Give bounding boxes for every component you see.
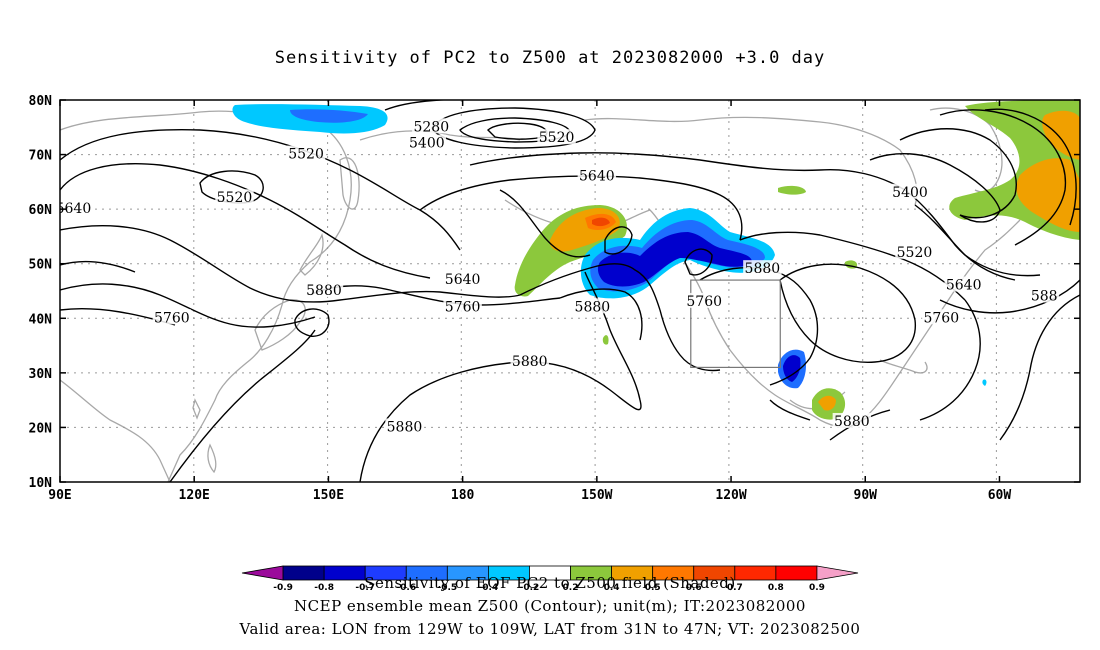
contour-label: 5760 xyxy=(445,299,481,315)
contour-label-bg xyxy=(443,271,482,287)
contour-label-bg xyxy=(577,167,617,183)
contour-label-bg xyxy=(1029,287,1060,303)
colorbar-tick: -0.7 xyxy=(355,583,375,590)
contour-labels: 5280540055205520552056405640564057605760… xyxy=(56,118,1060,435)
contour-label: 5520 xyxy=(897,245,933,261)
contour-label: 5880 xyxy=(387,419,423,435)
contour-label-bg xyxy=(890,183,930,199)
longitude-labels: 90E 120E 150E 180 150W 120W 90W 60W xyxy=(48,488,1011,503)
contour-label-bg xyxy=(922,309,961,325)
colorbar-tick: -0.6 xyxy=(396,583,416,590)
latitude-labels: 80N 70N 60N 50N 40N 30N 20N 10N xyxy=(29,94,53,491)
map-frame xyxy=(59,99,1081,483)
contour-label-bg xyxy=(573,298,612,314)
contour-label-bg xyxy=(895,243,934,259)
colorbar-tick: 0.6 xyxy=(686,583,702,590)
contour-label-bg xyxy=(743,260,782,276)
lon-label: 180 xyxy=(451,488,475,503)
contour-label-bg xyxy=(215,189,254,205)
lat-label: 10N xyxy=(29,476,53,491)
contour-label-bg xyxy=(537,129,576,145)
colorbar-swatch xyxy=(816,565,859,581)
contour-label: 5760 xyxy=(154,310,190,326)
lon-label: 150E xyxy=(313,488,344,503)
colorbar-tick: -0.5 xyxy=(437,583,457,590)
graticule xyxy=(60,100,1080,482)
contour-label: 5520 xyxy=(217,190,253,206)
colorbar-tick: 0.4 xyxy=(604,583,620,590)
contour-label: 588 xyxy=(1031,288,1058,304)
contour-label: 5400 xyxy=(892,185,928,201)
contour-label: 5880 xyxy=(745,261,781,277)
lon-label: 90W xyxy=(854,488,878,503)
colorbar-tick: -0.2 xyxy=(520,583,540,590)
contour-label-bg xyxy=(443,298,482,314)
colorbar: -0.9 -0.8 -0.7 -0.6 -0.5 -0.4 -0.2 0.2 0.4 0.5 0.6… xyxy=(241,565,859,590)
footer-line-3: Valid area: LON from 129W to 109W, LAT f… xyxy=(239,620,861,638)
colorbar-tick: -0.4 xyxy=(479,583,499,590)
contour-label-bg xyxy=(304,282,344,297)
colorbar-tick-labels: -0.9 -0.8 -0.7 -0.6 -0.5 -0.4 -0.2 0.2 0.4 0.5 0.6… xyxy=(273,583,825,590)
colorbar-tick: 0.8 xyxy=(768,583,784,590)
sensitivity-map: 5280540055205520552056405640564057605760… xyxy=(29,94,1081,503)
contour-label-bg xyxy=(412,118,451,134)
contour-label-bg xyxy=(832,412,872,428)
shaded-sensitivity xyxy=(232,100,1080,420)
contour-label-bg xyxy=(60,200,93,216)
lon-label: 150W xyxy=(581,488,612,503)
colorbar-tick: 0.9 xyxy=(809,583,825,590)
contour-label-bg xyxy=(685,292,724,308)
colorbar-tick: -0.8 xyxy=(314,583,334,590)
colorbar-boxes xyxy=(241,565,859,581)
lat-label: 70N xyxy=(29,149,53,164)
z500-contours xyxy=(60,100,1080,482)
lon-label: 90E xyxy=(48,488,71,503)
contour-label: 5760 xyxy=(686,294,722,310)
contour-label: 5400 xyxy=(409,136,445,152)
colorbar-tick: -0.9 xyxy=(273,583,293,590)
lon-label: 120W xyxy=(715,488,746,503)
contour-label-bg xyxy=(944,276,983,292)
axis-ticks xyxy=(59,99,1080,483)
contour-label: 5880 xyxy=(512,354,548,370)
colorbar-tick: 0.7 xyxy=(727,583,743,590)
lon-label: 120E xyxy=(179,488,210,503)
contour-label: 5880 xyxy=(306,283,342,299)
contour-label-bg xyxy=(286,145,326,161)
valid-area-box xyxy=(690,279,781,369)
lat-label: 60N xyxy=(29,203,53,218)
lat-label: 80N xyxy=(29,94,53,109)
contour-label: 5640 xyxy=(946,278,982,294)
contour-label: 5520 xyxy=(288,147,324,163)
contour-label-bg xyxy=(407,134,447,150)
lat-label: 20N xyxy=(29,421,53,436)
footer-line-1: Sensitivity of EOF PC2 to Z500 field (Sh… xyxy=(364,574,736,592)
contour-label-bg xyxy=(510,352,549,368)
contour-label: 5640 xyxy=(445,272,481,288)
colorbar-tick: 0.2 xyxy=(563,583,579,590)
contour-label: 5880 xyxy=(834,414,870,430)
lat-label: 50N xyxy=(29,258,53,273)
contour-label: 5640 xyxy=(579,168,615,184)
contour-label: 5880 xyxy=(575,299,611,315)
contour-label: 5520 xyxy=(539,130,575,146)
footer-line-2: NCEP ensemble mean Z500 (Contour); unit(… xyxy=(294,597,806,615)
contour-label: 5640 xyxy=(56,201,92,217)
lon-label: 60W xyxy=(988,488,1012,503)
contour-label: 5760 xyxy=(923,310,959,326)
lat-label: 40N xyxy=(29,312,53,327)
map-title: Sensitivity of PC2 to Z500 at 2023082000… xyxy=(274,48,826,68)
contour-label: 5280 xyxy=(413,119,449,135)
contour-label-bg xyxy=(385,418,424,434)
colorbar-tick: 0.5 xyxy=(645,583,661,590)
contour-label-bg xyxy=(152,309,192,325)
lat-label: 30N xyxy=(29,367,53,382)
